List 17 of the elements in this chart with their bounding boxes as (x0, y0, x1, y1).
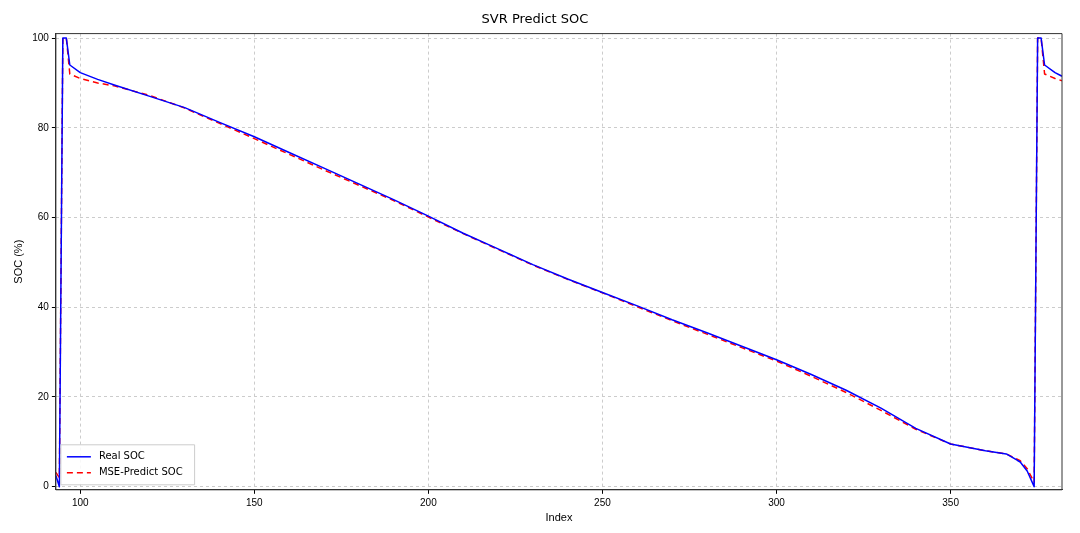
y-tick-label: 80 (37, 121, 50, 133)
x-tick-label: 150 (245, 496, 264, 508)
chart-title: SVR Predict SOC (481, 11, 589, 27)
x-axis-title: Index (545, 511, 573, 524)
x-tick-label: 300 (768, 496, 786, 508)
x-tick-label: 250 (594, 496, 612, 508)
y-tick-label: 0 (43, 480, 50, 492)
y-tick-label: 100 (32, 31, 50, 43)
y-tick-label: 60 (37, 211, 50, 223)
legend-label: MSE-Predict SOC (98, 466, 183, 478)
x-tick-label: 200 (420, 496, 438, 508)
x-tick-label: 100 (71, 496, 90, 508)
y-tick-label: 20 (37, 390, 50, 402)
legend-label: Real SOC (98, 450, 145, 462)
x-tick-label: 350 (942, 496, 960, 508)
y-axis-title: SOC (%) (11, 239, 24, 284)
y-tick-label: 40 (37, 300, 50, 312)
